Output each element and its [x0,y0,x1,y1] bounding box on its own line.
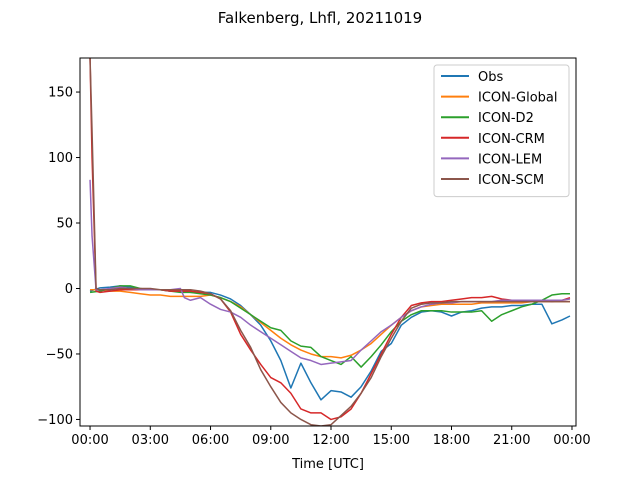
x-tick-label: 00:00 [71,433,108,448]
legend-label-2: ICON-Global [478,91,558,106]
x-axis: 00:00 03:00 06:00 09:00 12:00 15:00 18:00 21:00… [71,426,591,448]
legend-label-3: ICON-D2 [478,111,534,126]
y-tick-label: −100 [37,413,73,428]
y-tick-label: −50 [46,347,73,362]
x-tick-label: 06:00 [192,433,229,448]
y-axis: −100 −50 0 50 100 150 [37,86,80,428]
x-tick-label: 09:00 [252,433,289,448]
x-tick-label: 15:00 [373,433,410,448]
legend-label-4: ICON-CRM [478,132,545,147]
x-tick-label: 18:00 [433,433,470,448]
x-tick-label: 12:00 [312,433,349,448]
legend: Obs ICON-Global ICON-D2 ICON-CRM ICON-LEM ICO… [433,64,570,198]
series-line-6 [89,58,570,426]
y-tick-label: 50 [56,217,73,232]
x-tick-label: 00:00 [553,433,590,448]
legend-label-1: Obs [478,70,503,85]
x-tick-label: 03:00 [132,433,169,448]
legend-box [433,64,570,198]
plot-frame [79,57,577,427]
chart-title: Falkenberg, Lhfl, 20211019 [218,9,422,27]
series-layer [89,58,571,426]
y-tick-label: 150 [48,86,73,101]
y-tick-label: 100 [48,151,73,166]
legend-label-6: ICON-SCM [478,173,544,188]
y-tick-label: 0 [65,282,73,297]
series-line-5 [89,179,571,366]
legend-label-5: ICON-LEM [478,152,542,167]
x-axis-label: Time [UTC] [291,457,364,472]
x-tick-label: 21:00 [493,433,530,448]
series-line-2 [90,289,570,359]
